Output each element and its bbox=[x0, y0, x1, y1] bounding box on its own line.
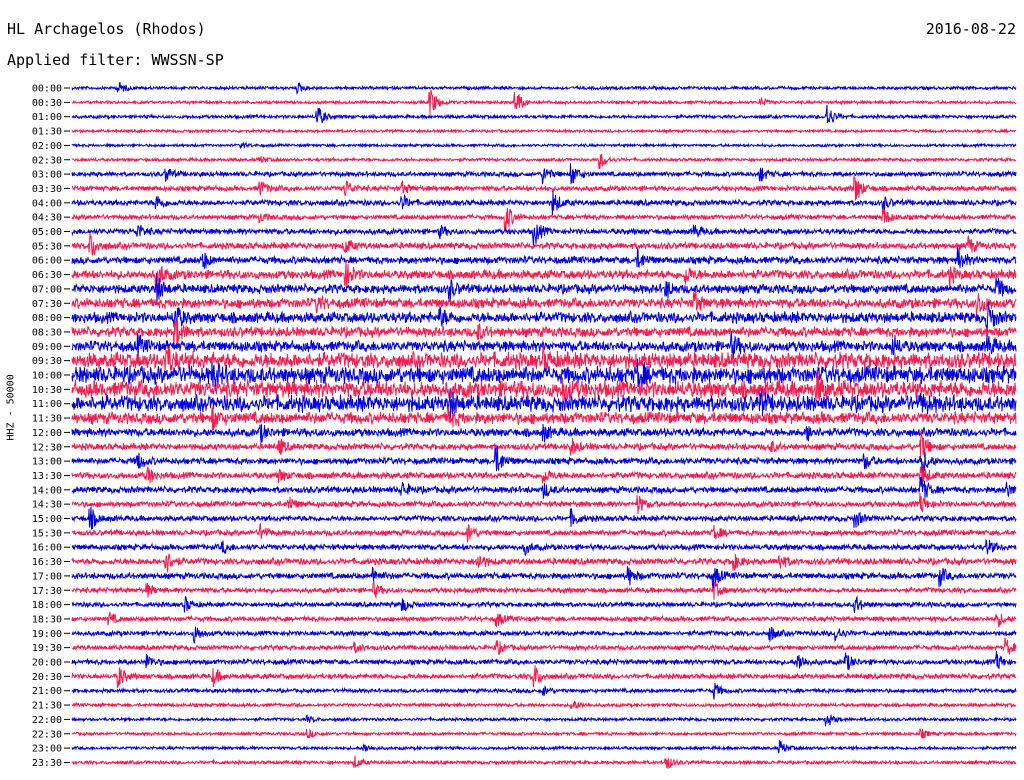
time-tick-label: 21:00 bbox=[32, 686, 62, 697]
time-tick-label: 11:00 bbox=[32, 399, 62, 410]
trace-row bbox=[71, 492, 1017, 514]
time-tick-label: 03:30 bbox=[32, 184, 62, 195]
time-tick-label: 01:30 bbox=[32, 127, 62, 138]
time-tick-label: 14:30 bbox=[32, 500, 62, 511]
time-tick-label: 04:30 bbox=[32, 213, 62, 224]
trace-row bbox=[71, 728, 1017, 739]
time-tick-label: 01:00 bbox=[32, 112, 62, 123]
time-tick-label: 09:30 bbox=[32, 356, 62, 367]
trace-row bbox=[71, 163, 1017, 185]
trace-row bbox=[71, 637, 1017, 656]
trace-row bbox=[71, 755, 1016, 769]
time-tick-label: 13:00 bbox=[32, 457, 62, 468]
trace-row bbox=[71, 154, 1016, 170]
time-tick-label: 22:30 bbox=[32, 729, 62, 740]
trace-row bbox=[71, 358, 1017, 392]
trace-row bbox=[71, 740, 1017, 754]
time-tick-label: 02:30 bbox=[32, 155, 62, 166]
time-tick-label: 08:00 bbox=[32, 313, 62, 324]
time-tick-label: 04:00 bbox=[32, 198, 62, 209]
time-tick-label: 12:30 bbox=[32, 442, 62, 453]
trace-row bbox=[71, 538, 1017, 557]
trace-row bbox=[71, 273, 1017, 305]
time-tick-label: 05:30 bbox=[32, 241, 62, 252]
time-tick-label: 00:00 bbox=[32, 84, 62, 95]
trace-row bbox=[71, 683, 1017, 700]
trace-row bbox=[71, 320, 1017, 350]
time-tick-label: 16:30 bbox=[32, 557, 62, 568]
trace-row bbox=[71, 522, 1017, 543]
trace-row bbox=[71, 104, 1017, 124]
trace-row bbox=[71, 370, 1017, 405]
plot-date: 2016-08-22 bbox=[925, 20, 1016, 38]
trace-row bbox=[72, 595, 1017, 613]
trace-row bbox=[71, 175, 1017, 201]
time-tick-label: 07:00 bbox=[32, 284, 62, 295]
trace-row bbox=[71, 246, 1017, 269]
time-tick-label: 19:00 bbox=[32, 629, 62, 640]
filter-label: Applied filter: WWSSN-SP bbox=[7, 51, 224, 69]
time-tick-label: 02:00 bbox=[32, 141, 62, 152]
trace-row bbox=[71, 465, 1017, 487]
trace-row bbox=[71, 207, 1017, 232]
time-tick-label: 23:00 bbox=[32, 744, 62, 755]
trace-row bbox=[71, 127, 1017, 135]
time-tick-label: 14:00 bbox=[32, 485, 62, 496]
trace-row bbox=[71, 611, 1017, 628]
time-tick-label: 10:00 bbox=[32, 371, 62, 382]
time-tick-label: 20:30 bbox=[32, 672, 62, 683]
trace-row bbox=[71, 141, 1017, 150]
time-tick-label: 18:00 bbox=[32, 600, 62, 611]
time-tick-label: 06:30 bbox=[32, 270, 62, 281]
trace-row bbox=[71, 81, 1017, 96]
trace-row bbox=[71, 580, 1017, 600]
time-tick-label: 00:30 bbox=[32, 98, 62, 109]
trace-row bbox=[71, 190, 1017, 216]
trace-row bbox=[71, 553, 1017, 573]
time-tick-label: 05:00 bbox=[32, 227, 62, 238]
trace-row bbox=[71, 714, 1017, 727]
time-tick-label: 15:30 bbox=[32, 528, 62, 539]
time-tick-label: 06:00 bbox=[32, 256, 62, 267]
time-tick-label: 08:30 bbox=[32, 327, 62, 338]
time-tick-label: 15:00 bbox=[32, 514, 62, 525]
time-tick-label: 21:30 bbox=[32, 701, 62, 712]
trace-row bbox=[71, 345, 1017, 372]
time-tick-label: 07:30 bbox=[32, 299, 62, 310]
time-tick-label: 20:00 bbox=[32, 658, 62, 669]
trace-row bbox=[71, 406, 1017, 431]
trace-row bbox=[71, 700, 1017, 710]
trace-row bbox=[71, 233, 1017, 256]
trace-row bbox=[71, 650, 1017, 670]
trace-row bbox=[71, 301, 1017, 337]
time-tick-label: 10:30 bbox=[32, 385, 62, 396]
time-tick-label: 22:00 bbox=[32, 715, 62, 726]
trace-row bbox=[71, 665, 1017, 688]
time-tick-label: 11:30 bbox=[32, 414, 62, 425]
trace-row bbox=[71, 423, 1017, 443]
trace-row bbox=[71, 566, 1017, 589]
time-tick-label: 17:00 bbox=[32, 571, 62, 582]
trace-row bbox=[71, 388, 1017, 419]
trace-row bbox=[71, 430, 1017, 459]
time-tick-label: 09:00 bbox=[32, 342, 62, 353]
trace-row bbox=[71, 444, 1017, 477]
trace-row bbox=[71, 89, 1017, 115]
time-tick-label: 03:00 bbox=[32, 170, 62, 181]
trace-row bbox=[71, 626, 1017, 644]
trace-row bbox=[71, 476, 1017, 500]
trace-row bbox=[71, 259, 1017, 293]
station-title: HL Archagelos (Rhodos) bbox=[7, 20, 206, 38]
trace-row bbox=[71, 506, 1017, 530]
time-tick-label: 23:30 bbox=[32, 758, 62, 769]
time-tick-label: 18:30 bbox=[32, 614, 62, 625]
time-tick-label: 12:00 bbox=[32, 428, 62, 439]
time-tick-label: 19:30 bbox=[32, 643, 62, 654]
trace-row bbox=[71, 224, 1017, 246]
time-tick-label: 17:30 bbox=[32, 586, 62, 597]
time-tick-label: 13:30 bbox=[32, 471, 62, 482]
trace-row bbox=[71, 289, 1017, 318]
time-tick-label: 16:00 bbox=[32, 543, 62, 554]
